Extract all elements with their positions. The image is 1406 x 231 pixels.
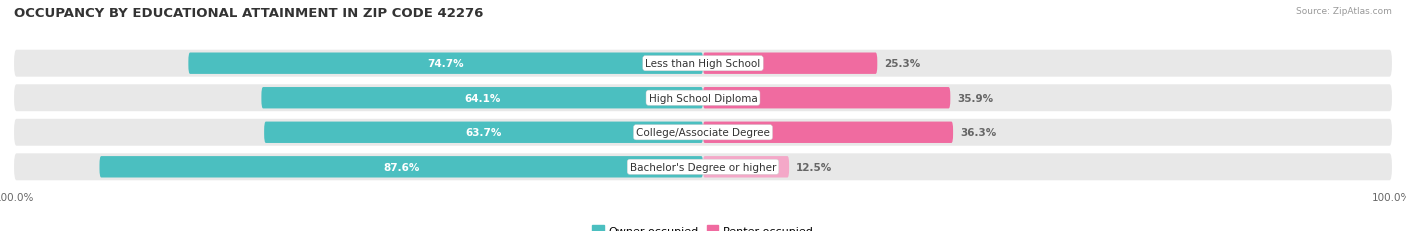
Text: Source: ZipAtlas.com: Source: ZipAtlas.com [1296,7,1392,16]
FancyBboxPatch shape [703,122,953,143]
Text: Less than High School: Less than High School [645,59,761,69]
FancyBboxPatch shape [14,119,1392,146]
Text: College/Associate Degree: College/Associate Degree [636,128,770,138]
FancyBboxPatch shape [14,51,1392,77]
FancyBboxPatch shape [703,156,789,178]
FancyBboxPatch shape [703,53,877,75]
FancyBboxPatch shape [14,154,1392,180]
Text: 87.6%: 87.6% [382,162,419,172]
FancyBboxPatch shape [188,53,703,75]
FancyBboxPatch shape [264,122,703,143]
Text: High School Diploma: High School Diploma [648,93,758,103]
Legend: Owner-occupied, Renter-occupied: Owner-occupied, Renter-occupied [592,225,814,231]
Text: 35.9%: 35.9% [957,93,994,103]
Text: 25.3%: 25.3% [884,59,921,69]
Text: Bachelor's Degree or higher: Bachelor's Degree or higher [630,162,776,172]
Text: 36.3%: 36.3% [960,128,997,138]
FancyBboxPatch shape [262,88,703,109]
Text: OCCUPANCY BY EDUCATIONAL ATTAINMENT IN ZIP CODE 42276: OCCUPANCY BY EDUCATIONAL ATTAINMENT IN Z… [14,7,484,20]
Text: 63.7%: 63.7% [465,128,502,138]
Text: 64.1%: 64.1% [464,93,501,103]
FancyBboxPatch shape [703,88,950,109]
Text: 74.7%: 74.7% [427,59,464,69]
FancyBboxPatch shape [14,85,1392,112]
Text: 12.5%: 12.5% [796,162,832,172]
FancyBboxPatch shape [100,156,703,178]
